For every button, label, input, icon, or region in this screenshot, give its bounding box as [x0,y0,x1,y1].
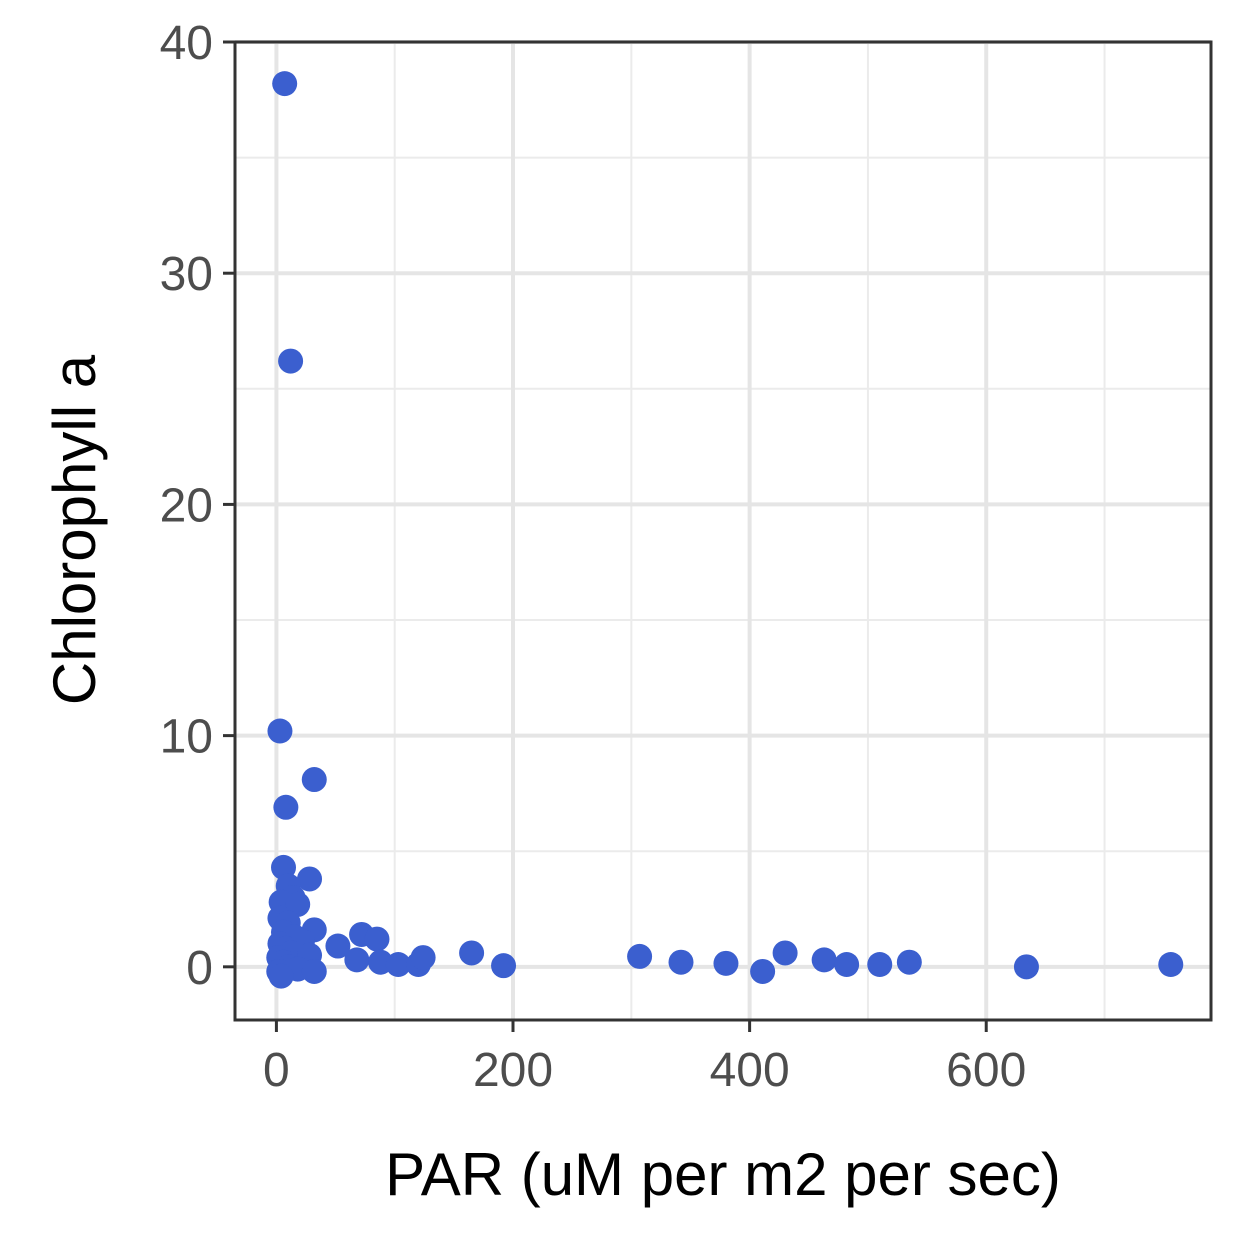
x-tick-label: 400 [710,1044,790,1097]
data-point [268,963,294,989]
data-point [491,953,517,979]
data-point [410,945,436,971]
data-point [867,952,893,978]
data-point [668,949,694,975]
data-point [301,767,327,793]
minor-gridlines [235,42,1211,1020]
data-point [267,718,293,744]
y-tick-label: 0 [186,942,213,995]
x-tick-label: 0 [263,1044,290,1097]
y-tick-label: 20 [160,479,213,532]
data-point [364,926,390,952]
data-point [278,348,304,374]
x-tick-label: 200 [473,1044,553,1097]
data-points [266,71,1184,989]
plot-panel-background [235,42,1211,1020]
data-point [811,947,837,973]
data-point [627,943,653,969]
data-point [750,958,776,984]
data-point [273,794,299,820]
data-point [1013,954,1039,980]
plot-panel-border [233,40,1213,1022]
x-axis-ticks: 0 200 400 600 [263,1020,1026,1097]
data-point [301,958,327,984]
data-point [713,950,739,976]
data-point [385,952,411,978]
y-tick-label: 40 [160,17,213,70]
data-point [325,933,351,959]
y-tick-label: 10 [160,711,213,764]
y-axis-ticks: 0 10 20 30 40 [160,17,235,995]
data-point [1158,952,1184,978]
data-point [344,947,370,973]
data-point [285,891,311,917]
data-point [459,940,485,966]
y-tick-label: 30 [160,248,213,301]
data-point [896,949,922,975]
x-axis-title: PAR (uM per m2 per sec) [385,1141,1061,1208]
data-point [772,940,798,966]
data-point [272,71,298,97]
data-point [297,866,323,892]
x-tick-label: 600 [946,1044,1026,1097]
data-point [834,952,860,978]
y-axis-title: Chlorophyll a [41,354,108,705]
